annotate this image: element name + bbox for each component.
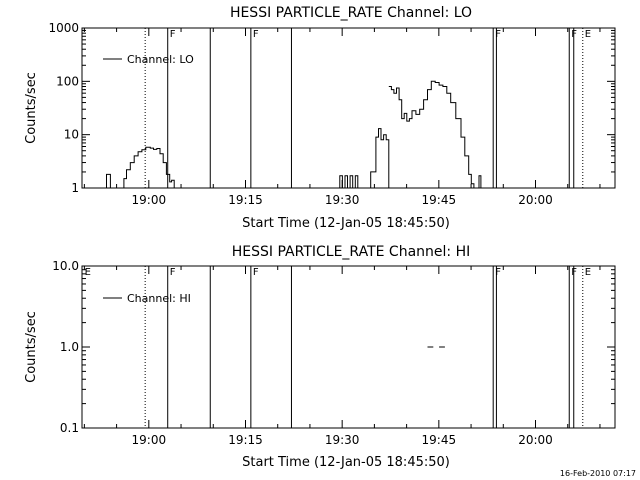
- chart-hi-marker-label-0: E: [85, 267, 91, 278]
- chart-lo-title: HESSI PARTICLE_RATE Channel: LO: [230, 5, 472, 21]
- chart-lo-y-tick-label-1: 10: [64, 128, 79, 142]
- chart-lo-x-axis-label: Start Time (12-Jan-05 18:45:50): [242, 216, 450, 231]
- chart-hi-y-tick-label-1: 1.0: [60, 340, 79, 354]
- chart-hi-title: HESSI PARTICLE_RATE Channel: HI: [232, 244, 470, 260]
- chart-lo-x-tick-label-1: 19:15: [228, 193, 263, 207]
- chart-hi-marker-label-10: E: [585, 267, 591, 278]
- chart-hi-marker-label-4: F: [253, 267, 259, 278]
- chart-lo-series-0-segment-3: [368, 128, 390, 189]
- chart-lo-marker-label-9: E: [585, 29, 591, 40]
- chart-lo-plot-frame: [81, 27, 616, 189]
- chart-hi: HESSI PARTICLE_RATE Channel: HI EFFFFE 1…: [24, 244, 616, 470]
- chart-lo-legend: Channel: LO: [103, 53, 194, 66]
- chart-hi-x-tick-label-0: 19:00: [132, 433, 167, 447]
- chart-lo-ticks: 19:00 19:15 19:30 19:45 20:00 1 10 100 1000: [48, 21, 615, 207]
- chart-lo-series-0-segment-4: [388, 80, 475, 188]
- chart-hi-marker-label-2: F: [170, 267, 176, 278]
- chart-hi-y-tick-label-0: 0.1: [60, 421, 79, 435]
- chart-hi-ticks: 19:00 19:15 19:30 19:45 20:00 0.1 1.0 10.0: [52, 259, 615, 447]
- chart-lo: HESSI PARTICLE_RATE Channel: LO FFFFE 19…: [24, 5, 616, 231]
- chart-hi-legend: Channel: HI: [103, 292, 191, 305]
- chart-lo-marker-label-3: F: [253, 29, 259, 40]
- chart-lo-y-tick-label-0: 1: [71, 181, 79, 195]
- chart-lo-x-tick-label-2: 19:30: [325, 193, 360, 207]
- chart-hi-x-tick-label-2: 19:30: [325, 433, 360, 447]
- chart-hi-marks: EFFFFE: [85, 266, 591, 428]
- chart-hi-y-tick-label-2: 10.0: [52, 259, 79, 273]
- chart-lo-legend-label: Channel: LO: [127, 53, 194, 66]
- footer-date: 16-Feb-2010 07:17: [560, 469, 636, 478]
- chart-hi-x-tick-label-3: 19:45: [422, 433, 457, 447]
- chart-lo-y-tick-label-2: 100: [56, 74, 79, 88]
- chart-lo-x-tick-label-4: 20:00: [518, 193, 553, 207]
- chart-hi-y-axis-label: Counts/sec: [24, 311, 39, 383]
- chart-lo-x-tick-label-0: 19:00: [132, 193, 167, 207]
- chart-lo-x-tick-label-3: 19:45: [422, 193, 457, 207]
- chart-hi-x-tick-label-1: 19:15: [228, 433, 263, 447]
- chart-hi-x-axis-label: Start Time (12-Jan-05 18:45:50): [242, 455, 450, 470]
- chart-hi-x-tick-label-4: 20:00: [518, 433, 553, 447]
- chart-lo-marker-label-5: F: [495, 29, 501, 40]
- chart-lo-y-tick-label-3: 1000: [48, 21, 79, 35]
- chart-lo-y-axis-label: Counts/sec: [24, 72, 39, 144]
- chart-lo-marker-label-1: F: [170, 29, 176, 40]
- chart-hi-marker-label-6: F: [495, 267, 501, 278]
- chart-hi-legend-label: Channel: HI: [127, 292, 191, 305]
- chart-lo-series-0-segment-0: [118, 146, 175, 189]
